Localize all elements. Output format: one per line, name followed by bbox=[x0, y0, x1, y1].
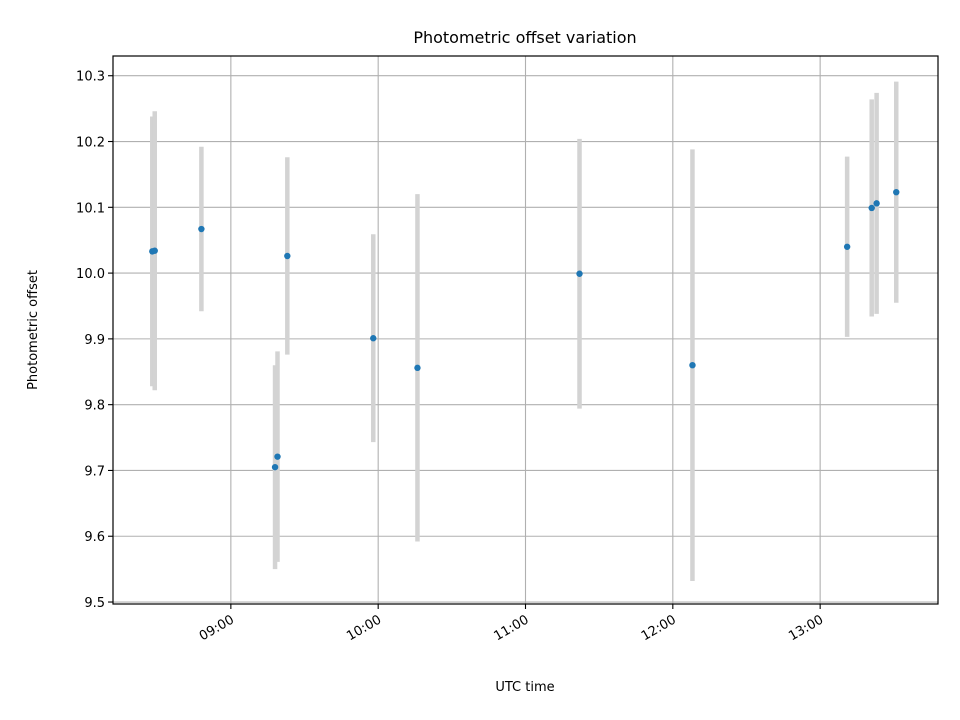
data-point bbox=[198, 225, 205, 233]
points bbox=[149, 188, 900, 471]
y-axis: 9.5 9.6 9.7 9.8 9.9 10.0 10.1 10.2 10.3 bbox=[76, 70, 113, 611]
data-point bbox=[576, 270, 583, 277]
y-tick-label: 10.3 bbox=[76, 70, 105, 85]
data-point bbox=[873, 200, 880, 207]
data-point bbox=[151, 247, 158, 254]
data-point bbox=[893, 188, 900, 196]
y-tick-label: 9.7 bbox=[84, 464, 105, 479]
y-tick-label: 10.0 bbox=[76, 267, 105, 282]
data-point bbox=[868, 204, 875, 212]
y-tick-label: 9.5 bbox=[84, 596, 105, 611]
grid bbox=[113, 56, 938, 604]
y-tick-label: 10.2 bbox=[76, 136, 105, 151]
data-point bbox=[284, 252, 291, 260]
data-point bbox=[843, 243, 851, 250]
x-axis-label: UTC time bbox=[495, 680, 554, 695]
data-point bbox=[370, 335, 377, 342]
data-point bbox=[274, 453, 281, 460]
y-axis-label: Photometric offset bbox=[26, 270, 41, 390]
chart-title: Photometric offset variation bbox=[413, 28, 636, 47]
y-tick-label: 9.6 bbox=[84, 530, 105, 545]
data-point bbox=[689, 361, 696, 369]
y-tick-label: 10.1 bbox=[76, 201, 105, 216]
y-tick-label: 9.9 bbox=[84, 333, 105, 348]
y-tick-label: 9.8 bbox=[84, 399, 105, 414]
data-point bbox=[414, 364, 421, 372]
data-point bbox=[271, 463, 279, 471]
